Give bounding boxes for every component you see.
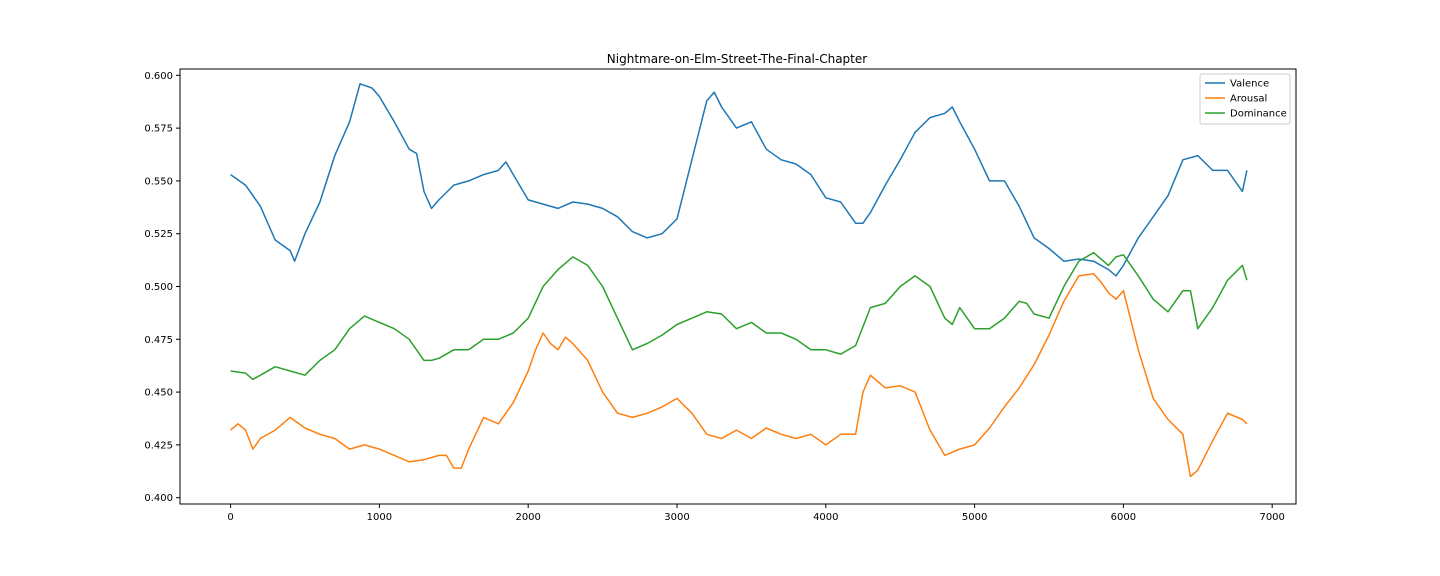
x-tick-label: 4000 xyxy=(813,512,838,523)
y-tick-label: 0.400 xyxy=(144,493,173,504)
y-axis: 0.400 0.425 0.450 0.475 0.500 0.525 0.550 0.575… xyxy=(144,71,180,504)
x-tick-label: 7000 xyxy=(1259,512,1284,523)
legend-label-arousal: Arousal xyxy=(1230,94,1267,105)
y-tick-label: 0.450 xyxy=(144,388,173,399)
y-tick-label: 0.500 xyxy=(144,282,173,293)
y-tick-label: 0.575 xyxy=(144,124,173,135)
legend: Valence Arousal Dominance xyxy=(1199,73,1291,125)
legend-box xyxy=(1199,73,1291,125)
y-tick-label: 0.525 xyxy=(144,229,173,240)
series-layer xyxy=(230,83,1248,478)
x-tick-label: 5000 xyxy=(962,512,987,523)
y-tick-label: 0.425 xyxy=(144,440,173,451)
series-line-dominance xyxy=(230,251,1248,381)
y-tick-label: 0.600 xyxy=(144,71,173,82)
legend-label-dominance: Dominance xyxy=(1230,109,1287,120)
x-tick-label: 2000 xyxy=(515,512,540,523)
y-tick-label: 0.475 xyxy=(144,335,173,346)
x-tick-label: 0 xyxy=(227,512,233,523)
series-line-arousal xyxy=(230,273,1248,478)
x-tick-label: 1000 xyxy=(367,512,392,523)
x-tick-label: 6000 xyxy=(1111,512,1136,523)
legend-label-valence: Valence xyxy=(1230,79,1269,90)
y-tick-label: 0.550 xyxy=(144,176,173,187)
x-tick-label: 3000 xyxy=(664,512,689,523)
x-axis: 0 1000 2000 3000 4000 5000 6000 7000 xyxy=(227,504,1285,523)
series-line-valence xyxy=(230,83,1248,277)
chart-title: Nightmare-on-Elm-Street-The-Final-Chapte… xyxy=(607,52,867,66)
